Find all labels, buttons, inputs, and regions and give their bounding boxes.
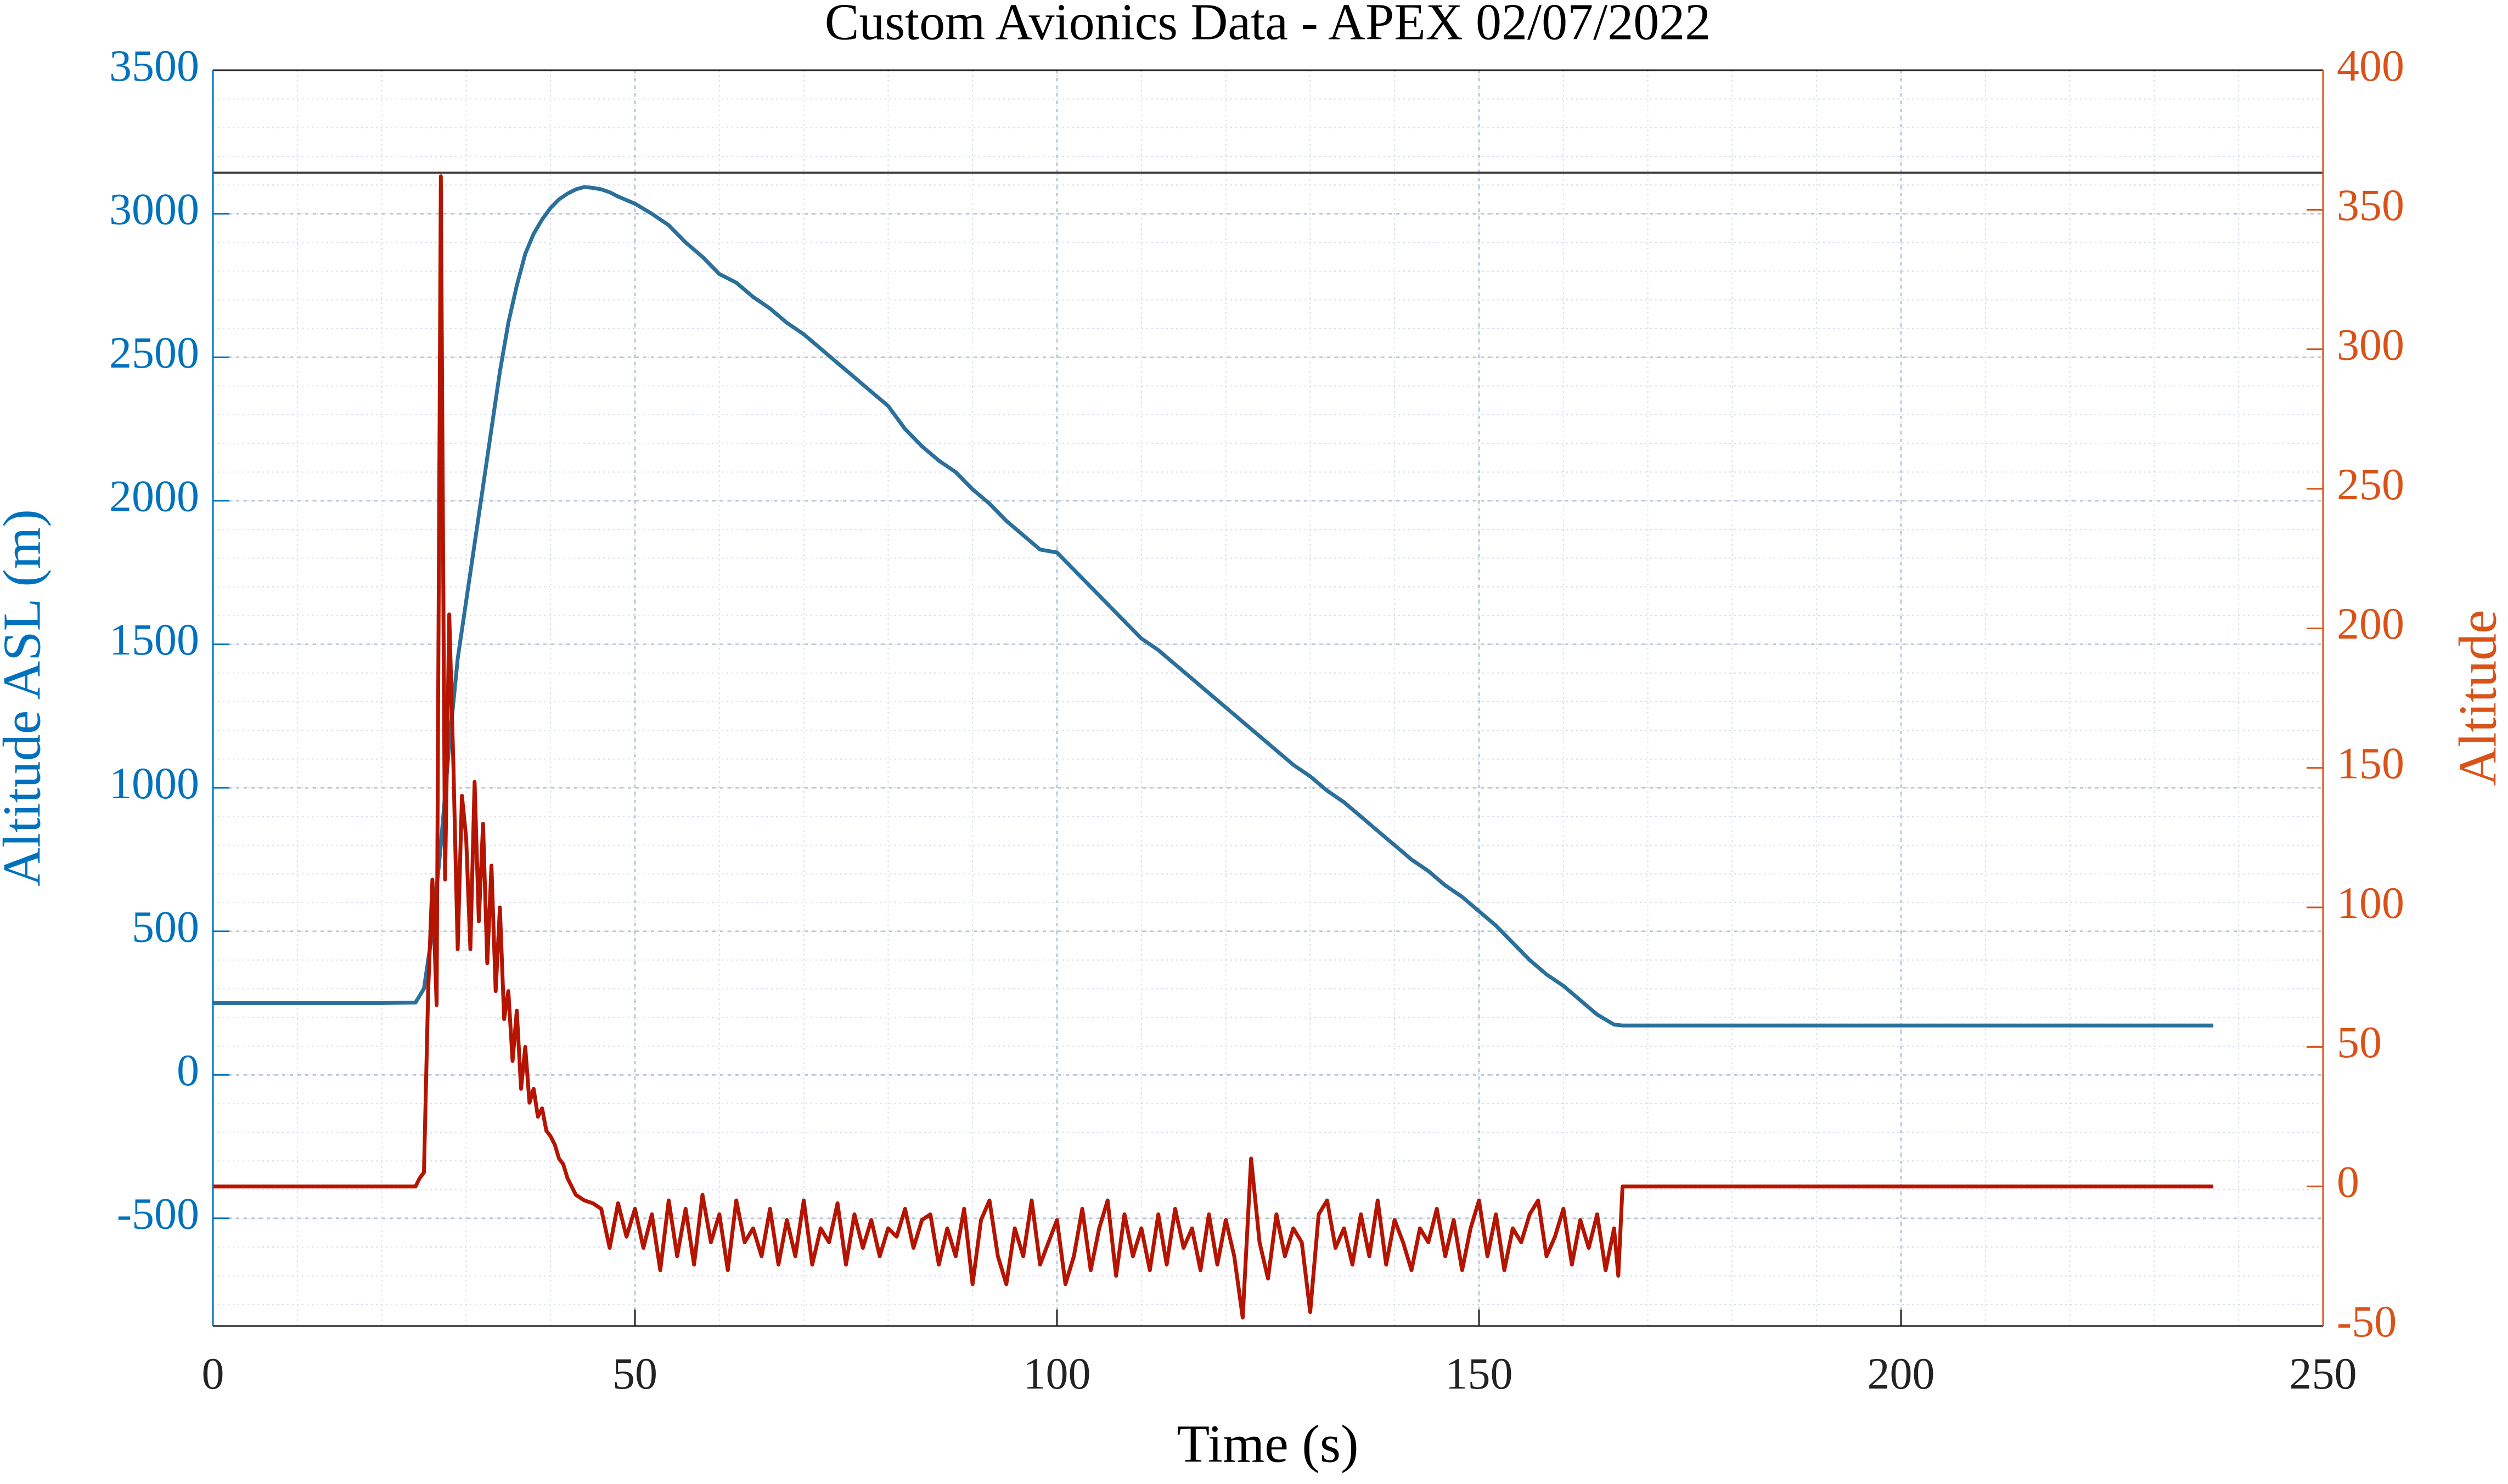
y-tick-label: 2000 — [109, 471, 199, 521]
y-tick-label: 1000 — [109, 758, 199, 808]
y2-tick-label: 350 — [2337, 180, 2404, 230]
y-axis-label: Altitude ASL (m) — [0, 509, 52, 887]
x-axis-label: Time (s) — [1177, 1414, 1358, 1474]
y2-tick-label: 200 — [2337, 599, 2404, 648]
x-tick-label: 200 — [1868, 1348, 1935, 1398]
y-tick-label: 2500 — [109, 328, 199, 377]
y2-tick-label: 400 — [2337, 41, 2404, 91]
y2-axis-label: Altitude — [2448, 610, 2507, 786]
y2-tick-label: 0 — [2337, 1156, 2359, 1206]
y-tick-label: 3500 — [109, 41, 199, 91]
y-tick-label: -500 — [117, 1189, 199, 1239]
x-tick-label: 100 — [1024, 1348, 1091, 1398]
y2-tick-label: 100 — [2337, 878, 2404, 928]
y2-tick-label: 50 — [2337, 1017, 2382, 1067]
y2-tick-label: 300 — [2337, 319, 2404, 369]
y-tick-label: 500 — [132, 901, 199, 951]
y-tick-label: 0 — [177, 1045, 199, 1095]
x-tick-label: 250 — [2290, 1348, 2357, 1398]
x-tick-label: 150 — [1446, 1348, 1513, 1398]
y-tick-label: 1500 — [109, 614, 199, 664]
x-tick-label: 50 — [612, 1348, 657, 1398]
data-line — [213, 174, 2214, 1320]
x-tick-label: 0 — [202, 1348, 224, 1398]
chart-title: Custom Avionics Data - APEX 02/07/2022 — [825, 0, 1711, 51]
y2-tick-label: -50 — [2337, 1296, 2397, 1346]
data-line — [213, 185, 2214, 1028]
y2-tick-label: 250 — [2337, 459, 2404, 509]
y2-tick-label: 150 — [2337, 738, 2404, 788]
y-tick-label: 3000 — [109, 184, 199, 234]
